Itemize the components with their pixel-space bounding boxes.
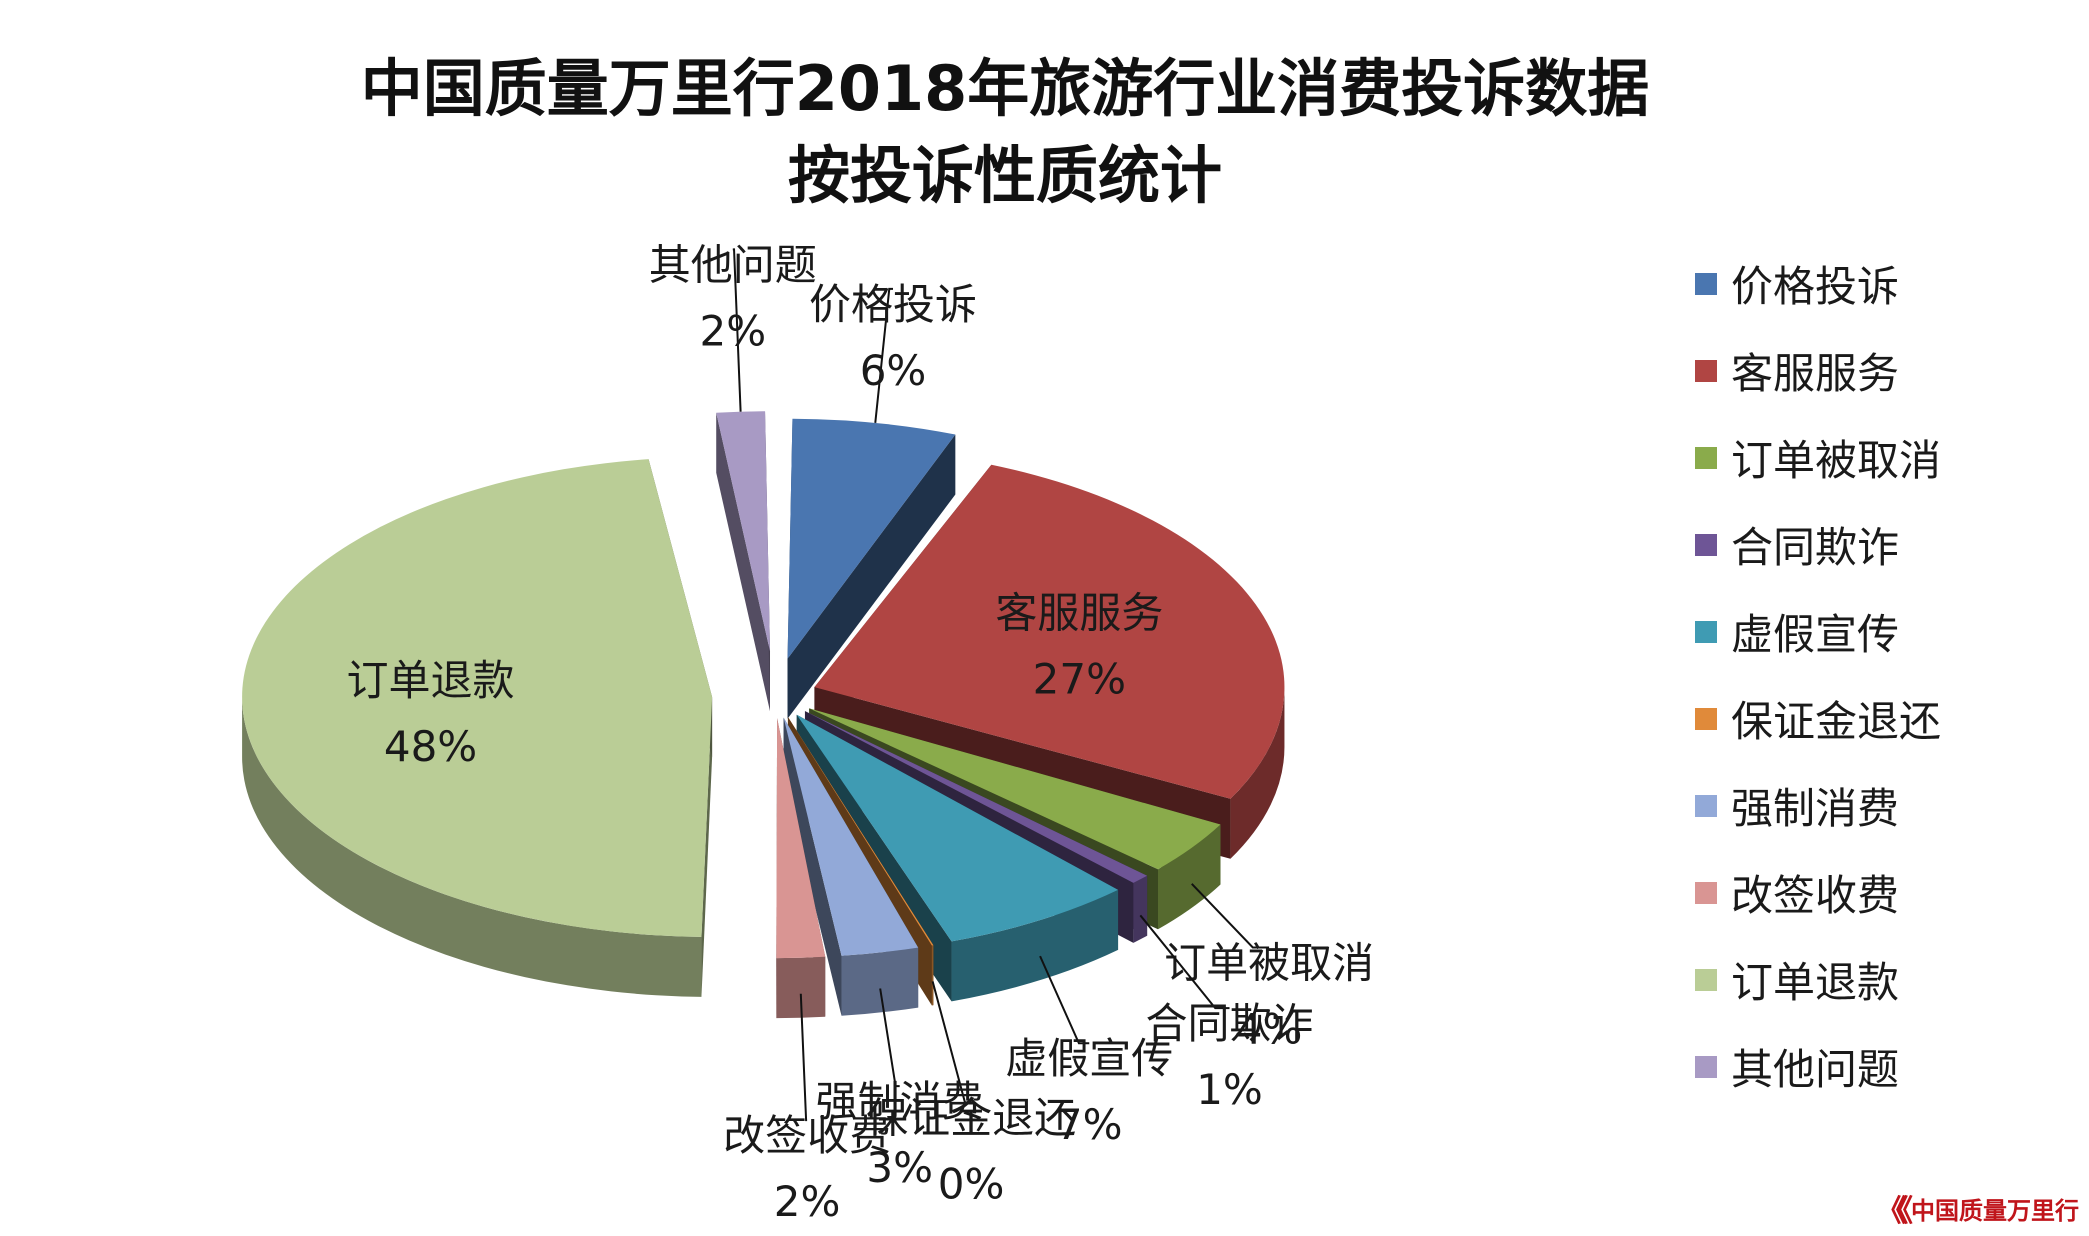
legend-label: 订单退款 [1731, 958, 1900, 1007]
pie-slice-forced-consumption [783, 717, 919, 1016]
data-label-category-contract-fraud: 合同欺诈 [1146, 999, 1314, 1048]
pie-chart: 价格投诉 6% 客服服务 27% 订单被取消 4%合同欺诈 1% 虚假宣传 7%保证金退还 0% 强… [242, 240, 1375, 1226]
data-label-category-deposit-refund: 保证金退还 [866, 1093, 1076, 1142]
slice-top-contract-fraud [804, 711, 1148, 883]
legend-label: 保证金退还 [1731, 697, 1942, 746]
brand-chevron-icon: 《《 [1876, 1194, 1913, 1229]
leader-line-forced-consumption [879, 988, 900, 1088]
legend-swatch [1695, 881, 1717, 904]
data-label-category-price: 价格投诉 [809, 280, 977, 329]
legend-label: 虚假宣传 [1731, 610, 1900, 659]
legend-item-other: 其他问题 [1695, 1023, 1941, 1110]
legend-label: 改签收费 [1731, 871, 1900, 920]
chart-title-line-2: 按投诉性质统计 [787, 139, 1222, 212]
data-label-category-forced-consumption: 强制消费 [816, 1077, 984, 1126]
legend-swatch [1695, 533, 1717, 556]
legend-label: 其他问题 [1731, 1045, 1900, 1094]
brand-logo: 《《 中国质量万里行 [1876, 1186, 2079, 1230]
legend-swatch [1695, 620, 1717, 643]
data-label-value-forced-consumption: 3% [866, 1143, 933, 1192]
slice-wall-order-refund [242, 696, 702, 997]
chart-title-line-1: 中国质量万里行2018年旅游行业消费投诉数据 [360, 52, 1650, 125]
legend-swatch [1695, 272, 1717, 295]
data-label-category-false-ad: 虚假宣传 [1005, 1034, 1173, 1083]
slice-wall-rebooking-fee [776, 956, 826, 1019]
legend-item-price: 价格投诉 [1695, 240, 1941, 327]
data-label-category-other: 其他问题 [649, 240, 817, 289]
slice-wall-contract-fraud [1133, 875, 1148, 943]
slice-wall-order-cancel [1158, 824, 1221, 930]
slice-top-other [716, 411, 771, 652]
legend-label: 订单被取消 [1731, 436, 1942, 485]
slice-top-deposit-refund [787, 716, 934, 946]
leader-line-order-cancel [1191, 883, 1270, 949]
legend-item-deposit-refund: 保证金退还 [1695, 675, 1941, 762]
slice-wall-service [1230, 687, 1285, 859]
data-labels: 价格投诉 6% 客服服务 27% 订单被取消 4%合同欺诈 1% 虚假宣传 7%保证金退还 0% 强… [347, 240, 1375, 1226]
slice-top-order-refund [242, 459, 713, 937]
data-label-value-order-cancel: 4% [1236, 1004, 1303, 1053]
slice-side-price [787, 434, 956, 719]
data-label-value-contract-fraud: 1% [1196, 1065, 1263, 1114]
slice-top-rebooking-fee [776, 718, 826, 959]
slice-top-price [787, 418, 956, 659]
legend-swatch [1695, 1055, 1717, 1078]
leader-line-false-ad [1039, 955, 1090, 1045]
data-label-value-deposit-refund: 0% [938, 1159, 1005, 1208]
slice-side-other [716, 412, 771, 712]
slice-top-order-cancel [809, 708, 1221, 870]
legend-swatch [1695, 359, 1717, 382]
data-label-category-service: 客服服务 [995, 589, 1163, 638]
legend-item-order-refund: 订单退款 [1695, 936, 1941, 1023]
legend-item-order-cancel: 订单被取消 [1695, 414, 1941, 501]
slice-top-service [814, 464, 1285, 799]
legend-item-service: 客服服务 [1695, 327, 1941, 414]
legend-swatch [1695, 446, 1717, 469]
slice-top-forced-consumption [783, 717, 919, 956]
data-label-value-false-ad: 7% [1056, 1100, 1123, 1149]
slice-wall-false-ad [951, 889, 1119, 1002]
data-label-category-order-refund: 订单退款 [347, 656, 515, 705]
leader-line-rebooking-fee [799, 993, 808, 1122]
legend-swatch [1695, 707, 1717, 730]
slice-wall-deposit-refund [931, 945, 934, 1006]
slice-side-forced-consumption [783, 717, 842, 1016]
pie-slice-order-refund [242, 459, 713, 997]
leader-line-price [874, 287, 894, 424]
slice-top-false-ad [796, 714, 1119, 942]
brand-text: 中国质量万里行 [1911, 1195, 2079, 1225]
data-label-value-other: 2% [699, 306, 766, 355]
legend-label: 客服服务 [1731, 349, 1900, 398]
pie-slice-price [787, 418, 956, 719]
data-label-value-price: 6% [860, 346, 927, 395]
slice-wall-forced-consumption [841, 947, 919, 1016]
chart-legend: 价格投诉客服服务订单被取消合同欺诈虚假宣传保证金退还强制消费改签收费订单退款其他… [1695, 240, 1941, 1110]
legend-label: 强制消费 [1731, 784, 1900, 833]
data-label-value-order-refund: 48% [384, 722, 477, 771]
data-label-value-service: 27% [1033, 655, 1126, 704]
legend-item-rebooking-fee: 改签收费 [1695, 849, 1941, 936]
data-label-category-rebooking-fee: 改签收费 [723, 1111, 891, 1160]
legend-swatch [1695, 968, 1717, 991]
legend-item-forced-consumption: 强制消费 [1695, 762, 1941, 849]
data-label-category-order-cancel: 订单被取消 [1164, 938, 1374, 987]
data-label-value-rebooking-fee: 2% [774, 1177, 841, 1226]
leader-line-deposit-refund [931, 981, 972, 1104]
legend-item-contract-fraud: 合同欺诈 [1695, 501, 1941, 588]
legend-item-false-ad: 虚假宣传 [1695, 588, 1941, 675]
legend-label: 价格投诉 [1731, 262, 1900, 311]
pie-slice-other [716, 411, 771, 712]
slice-side-order-refund [701, 696, 713, 997]
pie-slices [242, 411, 1285, 1019]
leader-line-contract-fraud [1139, 914, 1230, 1010]
legend-swatch [1695, 794, 1717, 817]
leader-line-other [732, 248, 742, 412]
pie-slice-rebooking-fee [776, 718, 826, 1019]
legend-label: 合同欺诈 [1731, 523, 1900, 572]
